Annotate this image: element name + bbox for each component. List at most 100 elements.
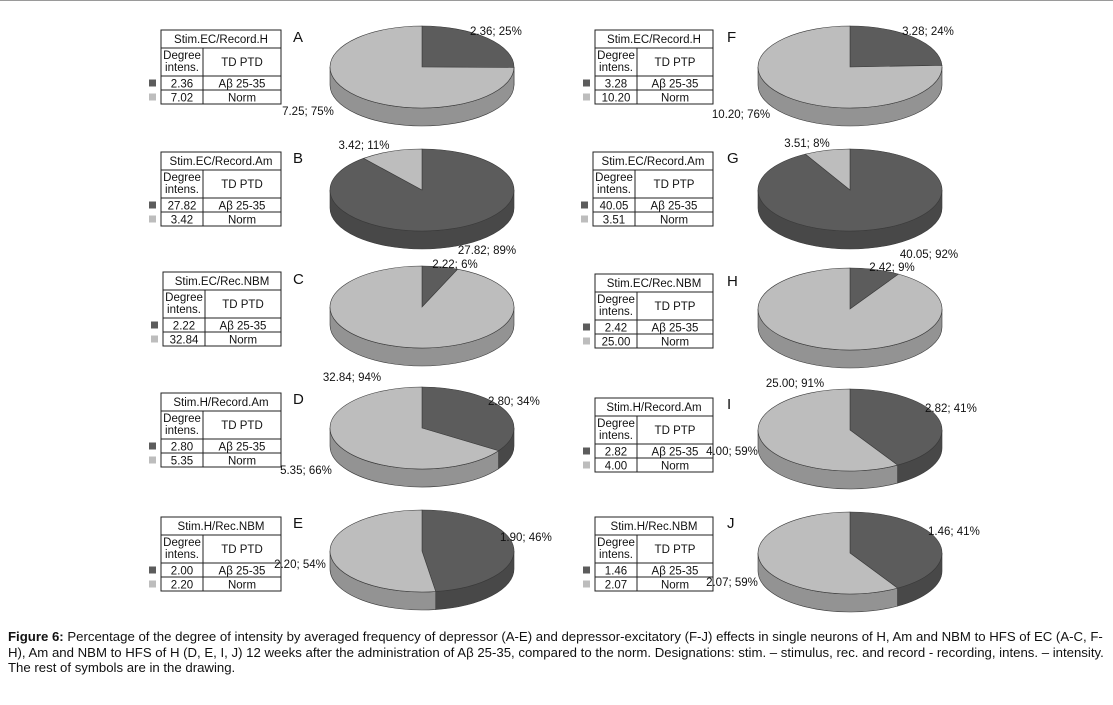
table-header-degree: Degree xyxy=(163,50,201,62)
panel-letter: I xyxy=(727,396,731,413)
table-series-label: Aβ 25-35 xyxy=(651,201,698,213)
table-series-label: Norm xyxy=(660,215,688,227)
slice-callout: 3.28; 24% xyxy=(902,26,954,38)
table-border xyxy=(160,516,282,592)
table-series-label: Aβ 25-35 xyxy=(652,323,699,335)
slice-callout: 2.42; 9% xyxy=(869,262,914,274)
table-series-label: Norm xyxy=(661,93,689,105)
table-header-td: TD PTP xyxy=(655,425,696,437)
legend-swatch xyxy=(151,321,158,329)
table-value: 40.05 xyxy=(600,201,629,213)
legend-swatch xyxy=(583,93,590,101)
table-header-td: TD PTD xyxy=(221,179,263,191)
table-series-label: Aβ 25-35 xyxy=(652,566,699,578)
slice-callout: 7.25; 75% xyxy=(282,106,334,118)
table-header-degree: Degree xyxy=(597,537,635,549)
table-title: Stim.EC/Record.H xyxy=(174,34,268,46)
table-header-degree: Degree xyxy=(163,537,201,549)
slice-callout: 27.82; 89% xyxy=(458,245,516,257)
table-series-label: Aβ 25-35 xyxy=(652,79,699,91)
pie xyxy=(757,388,943,490)
table-title: Stim.EC/Rec.NBM xyxy=(607,278,702,290)
table-value: 32.84 xyxy=(170,335,199,347)
pie xyxy=(757,148,943,250)
pie-slice xyxy=(362,148,423,191)
table-value: 2.20 xyxy=(171,580,193,592)
table-header-intens: intens. xyxy=(165,184,199,196)
legend-swatch xyxy=(149,79,156,87)
table-header-td: TD PTP xyxy=(655,57,696,69)
table-title: Stim.EC/Record.H xyxy=(607,34,701,46)
figure-caption: Figure 6: Percentage of the degree of in… xyxy=(8,629,1106,676)
pie-slice xyxy=(757,388,899,472)
table-value: 2.82 xyxy=(605,447,627,459)
panel-letter: C xyxy=(293,271,304,288)
table-value: 5.35 xyxy=(171,456,193,468)
pie-slice xyxy=(757,25,943,109)
table-header-degree: Degree xyxy=(165,292,203,304)
panel-letter: B xyxy=(293,150,303,167)
table-border xyxy=(594,516,714,592)
slice-callout: 5.35; 66% xyxy=(280,465,332,477)
panel-letter: E xyxy=(293,515,303,532)
table-series-label: Norm xyxy=(228,580,256,592)
table-header-td: TD PTD xyxy=(221,420,263,432)
legend-swatch xyxy=(149,93,156,101)
table-title: Stim.H/Record.Am xyxy=(173,397,268,409)
legend-swatch xyxy=(149,442,156,450)
legend-swatch xyxy=(583,461,590,469)
slice-callout: 1.46; 41% xyxy=(928,526,980,538)
table-series-label: Norm xyxy=(228,93,256,105)
table-value: 2.36 xyxy=(171,79,193,91)
table-value: 3.28 xyxy=(605,79,627,91)
table-value: 2.42 xyxy=(605,323,627,335)
table-series-label: Aβ 25-35 xyxy=(652,447,699,459)
table-border xyxy=(594,397,714,473)
caption-text: Percentage of the degree of intensity by… xyxy=(8,629,1104,676)
slice-callout: 2.07; 59% xyxy=(706,577,758,589)
slice-callout: 3.51; 8% xyxy=(784,138,829,150)
pie xyxy=(329,265,515,367)
table-header-td: TD PTP xyxy=(655,544,696,556)
table-series-label: Norm xyxy=(228,215,256,227)
table-value: 2.07 xyxy=(605,580,627,592)
table-series-label: Norm xyxy=(229,335,257,347)
table-series-label: Norm xyxy=(661,461,689,473)
table-title: Stim.H/Rec.NBM xyxy=(178,521,265,533)
table-border xyxy=(160,151,282,227)
pie xyxy=(329,509,515,611)
pie-slice xyxy=(757,511,899,595)
slice-callout: 2.22; 6% xyxy=(432,259,477,271)
table-series-label: Norm xyxy=(661,337,689,349)
table-header-intens: intens. xyxy=(165,62,199,74)
table-border xyxy=(160,392,282,468)
legend-swatch xyxy=(583,447,590,455)
pie-slice xyxy=(849,388,943,466)
pie-slice xyxy=(329,386,500,470)
table-series-label: Aβ 25-35 xyxy=(219,442,266,454)
table-header-intens: intens. xyxy=(599,62,633,74)
slice-callout: 2.20; 54% xyxy=(274,559,326,571)
legend-swatch xyxy=(583,323,590,331)
panel-letter: D xyxy=(293,391,304,408)
legend-swatch xyxy=(149,215,156,223)
table-value: 1.46 xyxy=(605,566,627,578)
slice-callout: 40.05; 92% xyxy=(900,249,958,261)
table-header-degree: Degree xyxy=(597,50,635,62)
table-header-intens: intens. xyxy=(599,430,633,442)
table-title: Stim.H/Record.Am xyxy=(606,402,701,414)
